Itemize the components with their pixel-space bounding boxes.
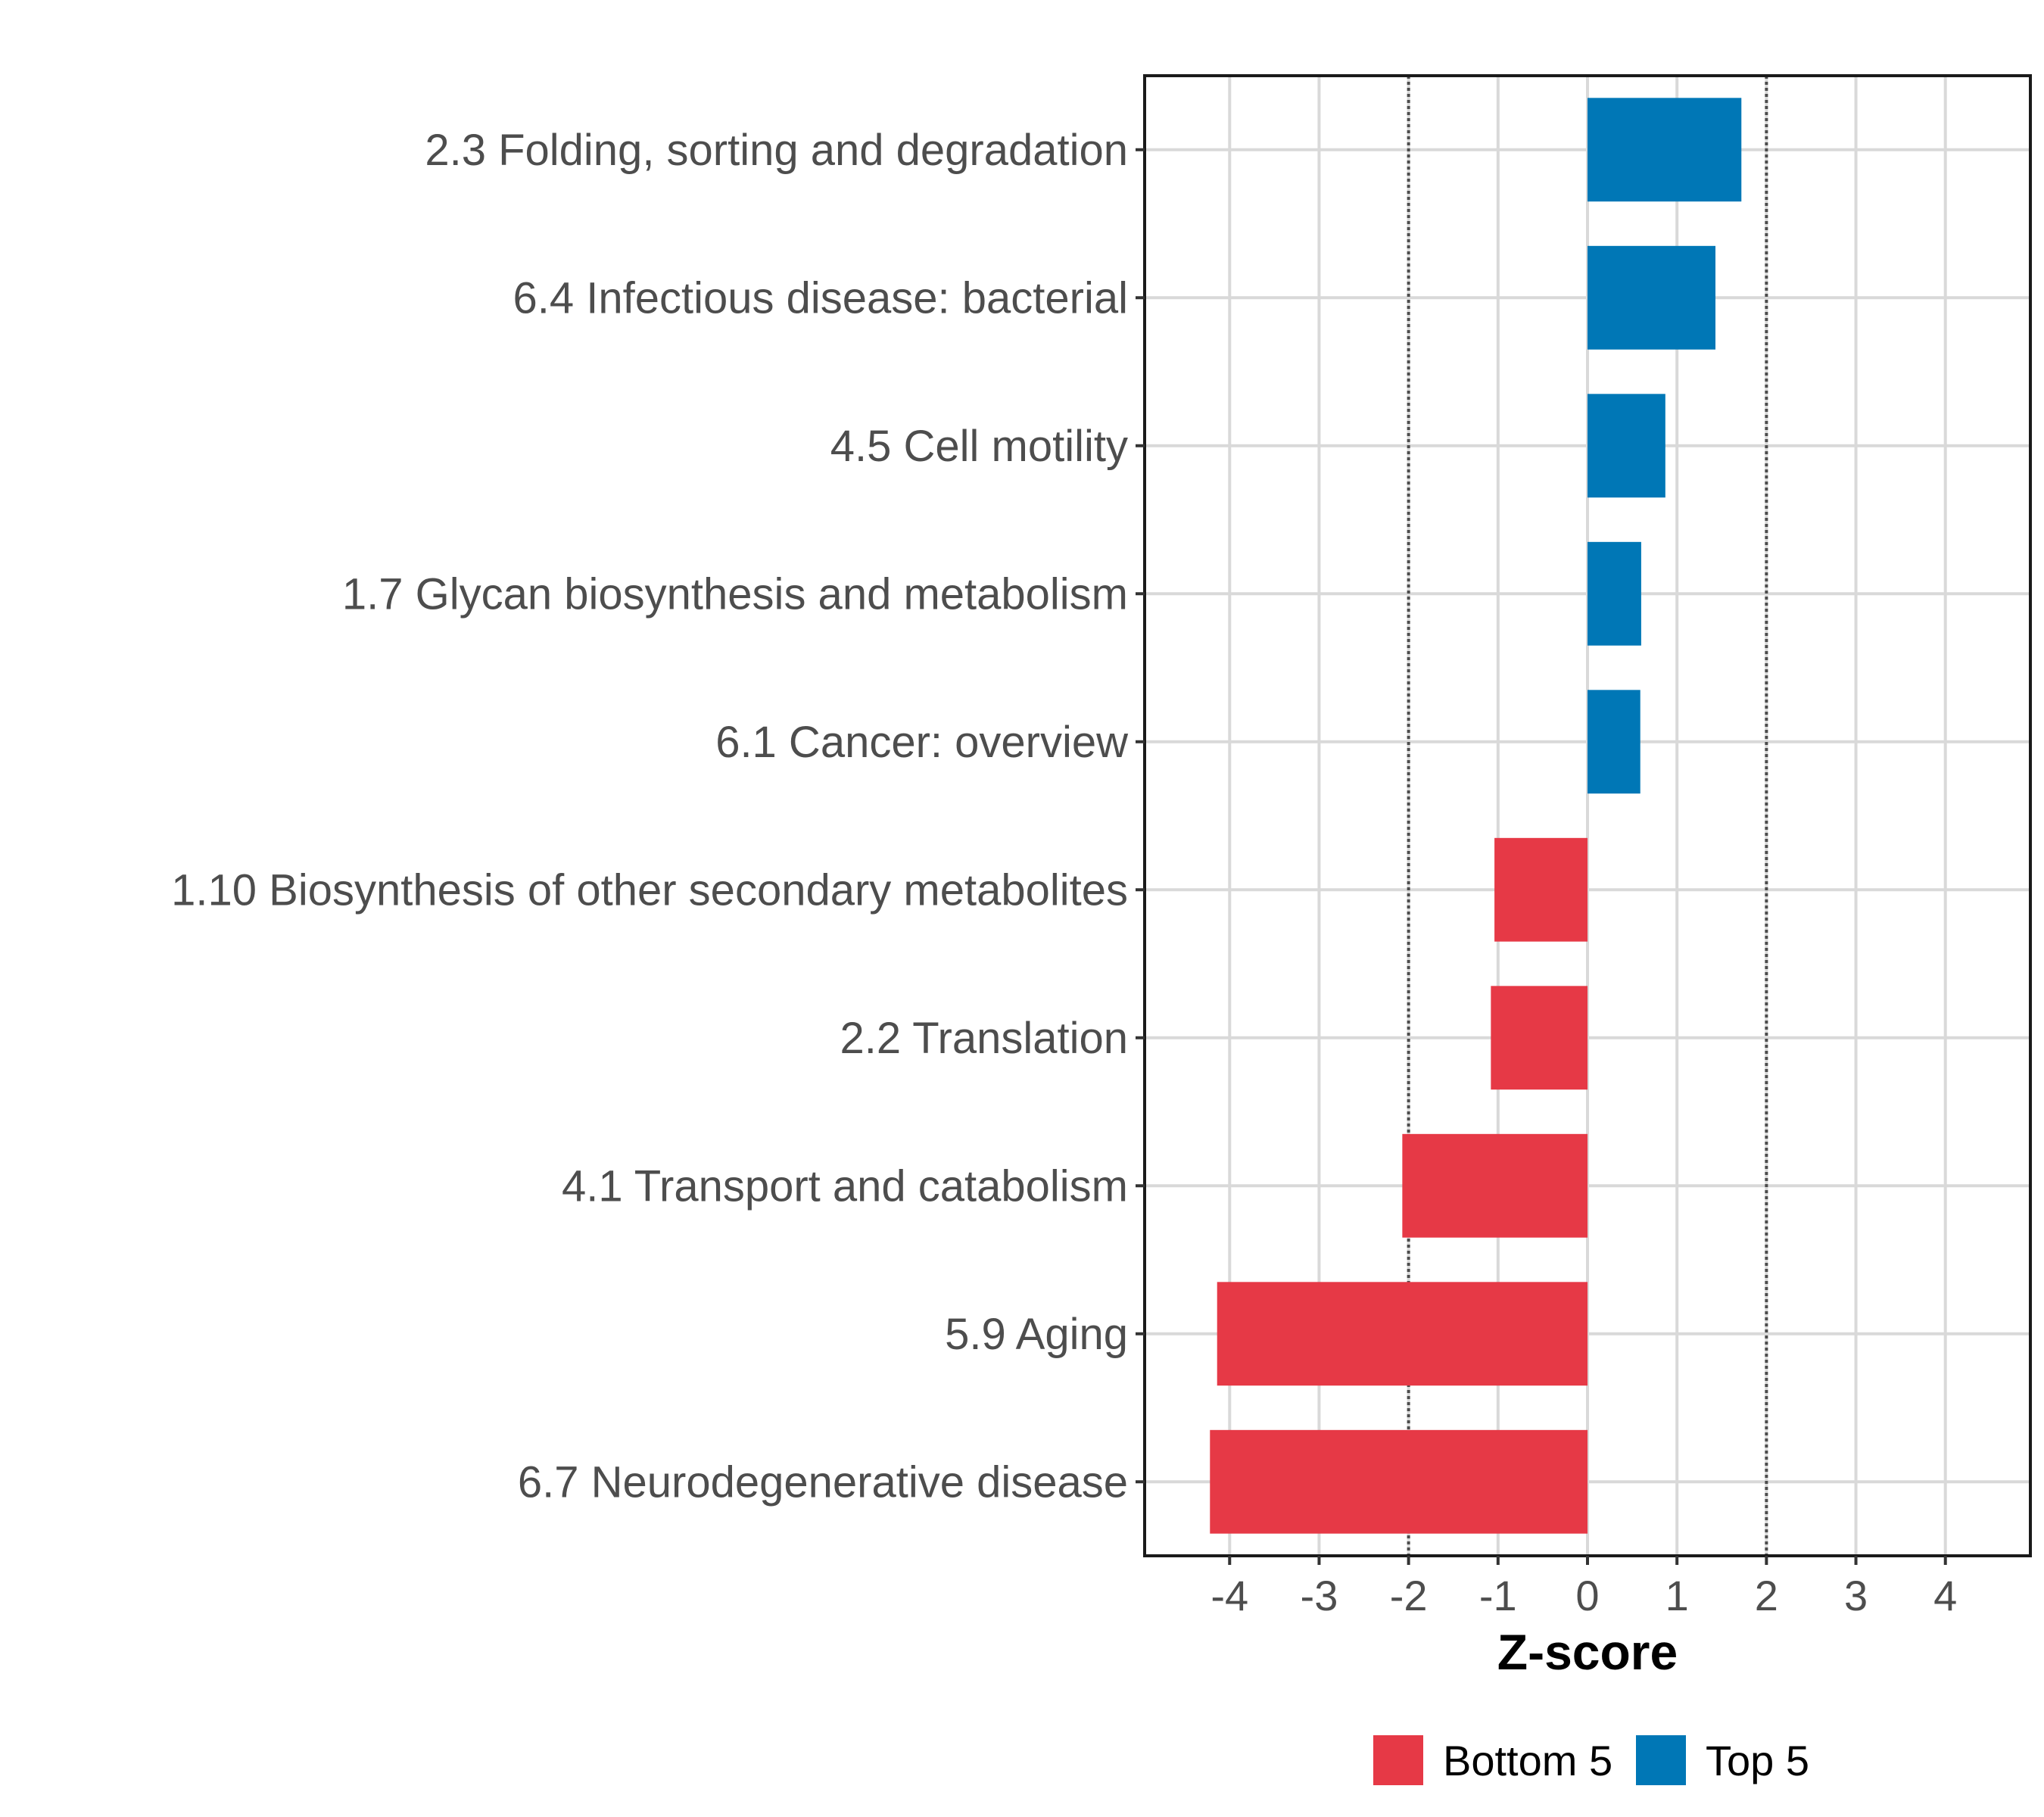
x-tick-label-4: 4	[1933, 1572, 1957, 1619]
x-tick-label-1: 1	[1665, 1572, 1689, 1619]
y-tick-label-4: 1.7 Glycan biosynthesis and metabolism	[342, 569, 1128, 619]
bar-2	[1588, 245, 1715, 350]
bar-7	[1491, 986, 1588, 1090]
y-tick-label-9: 5.9 Aging	[945, 1310, 1128, 1359]
y-tick-label-6: 1.10 Biosynthesis of other secondary met…	[171, 865, 1128, 915]
bar-1	[1588, 98, 1742, 202]
bar-10	[1210, 1429, 1588, 1534]
y-tick-label-7: 2.2 Translation	[840, 1014, 1128, 1063]
x-tick-label-0: 0	[1575, 1572, 1599, 1619]
x-tick-label-2: 2	[1755, 1572, 1778, 1619]
bar-5	[1588, 690, 1640, 794]
bar-6	[1494, 837, 1588, 942]
y-tick-label-1: 2.3 Folding, sorting and degradation	[425, 126, 1128, 175]
x-tick-label--3: -3	[1301, 1572, 1338, 1619]
y-tick-label-8: 4.1 Transport and catabolism	[562, 1161, 1128, 1211]
bar-4	[1588, 541, 1641, 646]
bar-9	[1217, 1282, 1588, 1386]
y-tick-label-3: 4.5 Cell motility	[830, 422, 1128, 471]
x-tick-label--1: -1	[1479, 1572, 1517, 1619]
legend-key-1	[1373, 1735, 1423, 1785]
bars	[1210, 98, 1742, 1534]
y-tick-label-2: 6.4 Infectious disease: bacterial	[513, 273, 1128, 323]
x-tick-label--2: -2	[1390, 1572, 1428, 1619]
x-tick-label-3: 3	[1844, 1572, 1868, 1619]
y-tick-label-5: 6.1 Cancer: overview	[715, 718, 1129, 767]
x-axis-title: Z-score	[1497, 1624, 1678, 1680]
y-tick-label-10: 6.7 Neurodegenerative disease	[518, 1457, 1128, 1507]
x-tick-label--4: -4	[1211, 1572, 1248, 1619]
legend-label-2: Top 5	[1706, 1737, 1809, 1784]
legend: Bottom 5 Top 5	[1373, 1735, 1809, 1785]
bar-8	[1402, 1133, 1588, 1238]
legend-key-2	[1636, 1735, 1686, 1785]
x-axis: -4 -3 -2 -1 0 1 2 3 4	[1211, 1556, 1957, 1619]
bar-3	[1588, 394, 1665, 498]
legend-label-1: Bottom 5	[1443, 1737, 1612, 1784]
y-axis: 2.3 Folding, sorting and degradation 6.4 …	[171, 126, 1145, 1507]
reference-lines	[1407, 76, 1768, 1556]
